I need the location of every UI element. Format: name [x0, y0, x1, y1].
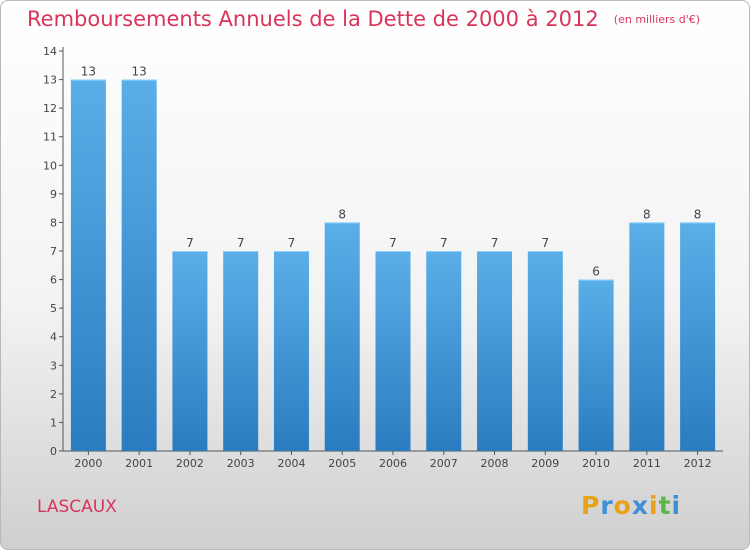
bar	[477, 251, 513, 451]
y-tick-label: 14	[43, 45, 57, 58]
x-tick-label: 2009	[531, 457, 559, 470]
logo-letter: i	[649, 491, 659, 520]
bar	[324, 222, 360, 451]
logo-letter: x	[631, 491, 649, 520]
bar-value-label: 8	[338, 207, 346, 221]
logo-letter: P	[581, 491, 601, 520]
bar	[273, 251, 309, 451]
x-tick-label: 2004	[277, 457, 305, 470]
y-tick-label: 12	[43, 102, 57, 115]
y-tick-label: 1	[50, 416, 57, 429]
bar	[680, 222, 716, 451]
chart-title-unit: (en milliers d'€)	[613, 13, 701, 26]
chart-title-main: Remboursements Annuels de la Dette de 20…	[27, 7, 599, 31]
x-tick-label: 2005	[328, 457, 356, 470]
logo-letter: r	[600, 491, 614, 520]
bar-value-label: 7	[288, 236, 296, 250]
commune-name: LASCAUX	[37, 497, 117, 517]
logo-letter: t	[658, 491, 672, 520]
x-tick-label: 2006	[379, 457, 407, 470]
bar-value-label: 7	[186, 236, 194, 250]
bar-value-label: 13	[81, 65, 96, 79]
bar-value-label: 6	[592, 265, 600, 279]
bar	[426, 251, 462, 451]
bar	[223, 251, 259, 451]
y-tick-label: 11	[43, 131, 57, 144]
y-tick-label: 3	[50, 359, 57, 372]
y-tick-label: 8	[50, 216, 57, 229]
logo-letter: o	[613, 491, 632, 520]
x-tick-label: 2000	[74, 457, 102, 470]
bar-value-label: 7	[491, 236, 499, 250]
chart-title: Remboursements Annuels de la Dette de 20…	[27, 7, 700, 31]
y-tick-label: 2	[50, 388, 57, 401]
y-tick-label: 10	[43, 159, 57, 172]
x-tick-label: 2011	[633, 457, 661, 470]
y-tick-label: 4	[50, 331, 57, 344]
bar	[375, 251, 411, 451]
x-tick-label: 2007	[430, 457, 458, 470]
bar-value-label: 7	[237, 236, 245, 250]
bar	[121, 79, 157, 452]
y-tick-label: 9	[50, 188, 57, 201]
bar	[629, 222, 665, 451]
y-tick-label: 13	[43, 74, 57, 87]
proxiti-logo: Proxiti	[581, 491, 681, 520]
bar-value-label: 7	[389, 236, 397, 250]
bar-value-label: 7	[440, 236, 448, 250]
bar	[527, 251, 563, 451]
bar	[70, 79, 106, 452]
y-tick-label: 5	[50, 302, 57, 315]
logo-letter: i	[671, 491, 682, 520]
x-tick-label: 2010	[582, 457, 610, 470]
bar-value-label: 13	[132, 65, 147, 79]
bar-value-label: 7	[541, 236, 549, 250]
y-tick-label: 6	[50, 274, 57, 287]
x-tick-label: 2001	[125, 457, 153, 470]
y-tick-label: 0	[50, 445, 57, 458]
bar	[172, 251, 208, 451]
x-tick-label: 2008	[481, 457, 509, 470]
x-tick-label: 2012	[684, 457, 712, 470]
x-tick-label: 2003	[227, 457, 255, 470]
bar-value-label: 8	[694, 207, 702, 221]
bar	[578, 279, 614, 451]
bar-value-label: 8	[643, 207, 651, 221]
x-tick-label: 2002	[176, 457, 204, 470]
y-tick-label: 7	[50, 245, 57, 258]
